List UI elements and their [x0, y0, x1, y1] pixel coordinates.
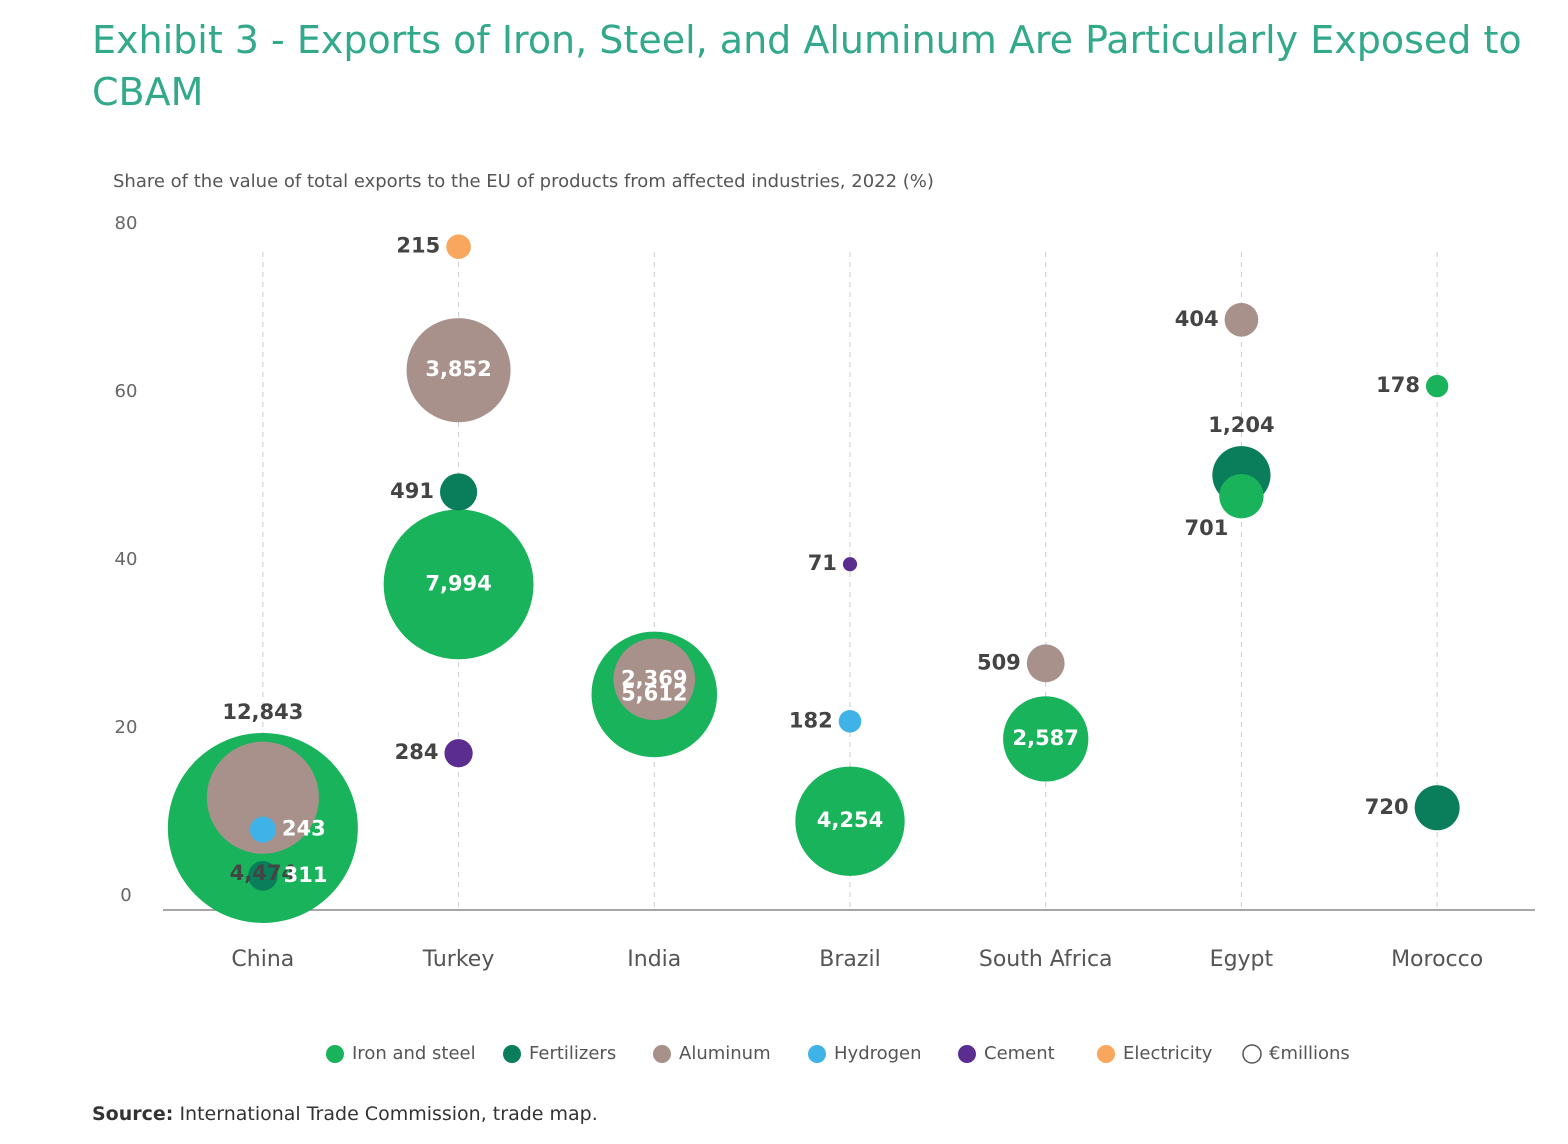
bubble [249, 816, 276, 843]
x-tick-label: South Africa [979, 947, 1113, 972]
legend-marker [958, 1045, 976, 1063]
bubble [613, 638, 696, 721]
x-tick-label: China [231, 947, 294, 972]
x-tick-label: Brazil [819, 947, 880, 972]
legend-marker [503, 1045, 521, 1063]
legend-marker [1242, 1044, 1262, 1064]
data-label: 4,474 [230, 861, 296, 885]
source: Source: International Trade Commission, … [92, 1103, 598, 1125]
data-label: 491 [390, 479, 434, 503]
bubble [406, 318, 511, 423]
bubble [383, 509, 534, 660]
legend-label: Hydrogen [834, 1043, 922, 1064]
bubble [439, 473, 478, 511]
legend-label: Aluminum [679, 1043, 771, 1064]
data-label: 2,587 [1012, 726, 1078, 750]
bubble [795, 766, 905, 876]
source-text: International Trade Commission, trade ma… [179, 1103, 598, 1125]
legend-marker [1097, 1045, 1115, 1063]
y-tick-label: 0 [120, 885, 131, 906]
bubble [1219, 473, 1264, 519]
data-label: 284 [395, 740, 439, 764]
data-label: 2,369 [621, 666, 687, 690]
data-label: 404 [1175, 307, 1219, 331]
y-tick-label: 80 [115, 213, 138, 234]
bubble [1425, 374, 1449, 398]
x-tick-label: India [627, 947, 681, 972]
data-label: 71 [808, 551, 837, 575]
data-label: 701 [1185, 516, 1229, 540]
bubble [838, 709, 862, 733]
legend-label: Fertilizers [529, 1043, 616, 1064]
bubble [444, 739, 473, 768]
data-label: 3,852 [425, 357, 491, 381]
y-tick-label: 20 [115, 717, 138, 738]
data-label: 720 [1365, 795, 1409, 819]
legend-marker [653, 1045, 671, 1063]
data-label: 5,612 [621, 681, 687, 705]
legend-marker [808, 1045, 826, 1063]
data-label: 509 [977, 650, 1021, 674]
data-label: 4,254 [817, 808, 883, 832]
chart-subtitle: Share of the value of total exports to t… [113, 171, 934, 192]
data-label: 178 [1376, 373, 1420, 397]
bubble [1224, 302, 1259, 337]
data-label: 7,994 [425, 571, 491, 595]
x-tick-label: Egypt [1210, 947, 1274, 972]
data-label: 1,204 [1208, 413, 1274, 437]
source-label: Source: [92, 1103, 174, 1125]
bubble [206, 741, 319, 854]
data-label: 182 [789, 708, 833, 732]
y-tick-label: 40 [115, 549, 138, 570]
data-label: 243 [282, 817, 326, 841]
x-tick-label: Turkey [422, 947, 495, 972]
data-label: 215 [396, 234, 440, 258]
y-tick-label: 60 [115, 381, 138, 402]
chart-title: Exhibit 3 - Exports of Iron, Steel, and … [92, 18, 1522, 114]
legend-label: Iron and steel [352, 1043, 476, 1064]
bubble [248, 861, 278, 891]
data-label: 12,843 [222, 700, 303, 724]
data-label: 311 [284, 863, 328, 887]
legend-label: Cement [984, 1043, 1055, 1064]
x-tick-label: Morocco [1391, 947, 1483, 972]
bubble [1414, 785, 1460, 831]
bubble [446, 234, 471, 259]
bubble [1003, 696, 1089, 782]
bubble [1026, 644, 1065, 683]
bubble [842, 557, 858, 572]
legend-label: €millions [1269, 1043, 1350, 1064]
legend-marker [326, 1045, 344, 1063]
legend-label: Electricity [1123, 1043, 1213, 1064]
